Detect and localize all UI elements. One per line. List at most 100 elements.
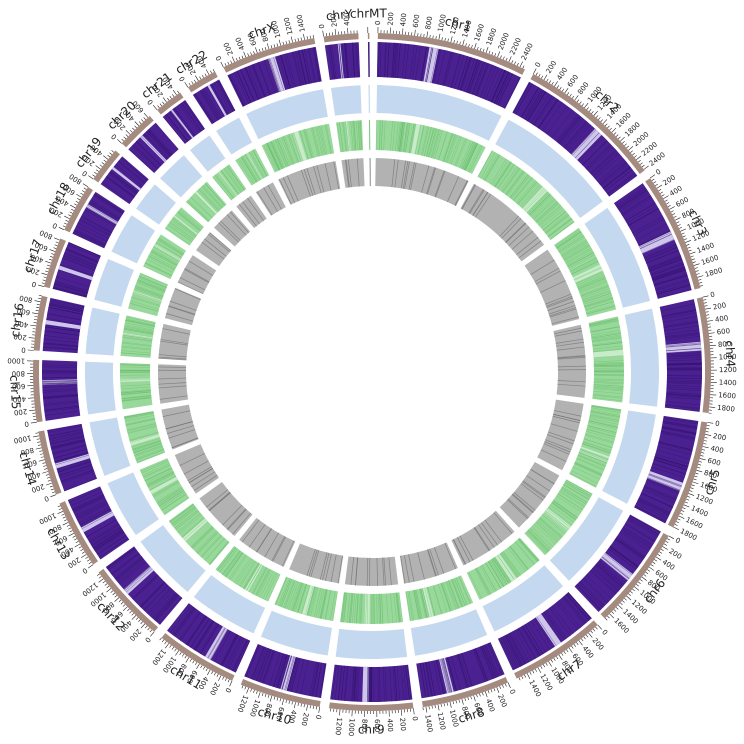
track4-mark [475,193,492,218]
tick-mark [551,81,554,85]
track4-mark [557,355,586,358]
tick-mark [682,235,686,238]
tick-mark [425,706,428,713]
track3-mark [569,473,597,488]
track1-mark [42,376,78,379]
track4-mark [333,161,340,190]
track3-mark [545,214,570,234]
track1-mark [60,470,94,483]
tick-label: 800 [20,446,35,457]
track1-mark [44,410,80,416]
track4-mark [545,296,573,307]
track1-mark [656,283,690,294]
track4-mark [183,460,209,475]
track1-mark [42,347,78,351]
track1-mark [235,640,251,673]
track3-mark [169,504,194,523]
tick-mark [479,47,482,51]
tick-label: 800 [576,81,590,97]
track3-mark [449,135,461,165]
tick-mark [484,691,488,698]
track3-mark [266,143,280,171]
tick-label: 200 [496,693,508,708]
track3-mark [570,470,599,484]
track1-mark [353,666,357,702]
tick-mark [125,130,131,135]
track1-mark [653,459,688,471]
track4-mark [184,268,210,284]
track4-mark [383,557,386,586]
track1-mark [377,42,379,78]
tick-mark [677,224,681,227]
track1-mark [57,461,92,473]
track1-mark [488,642,504,676]
track3-mark [144,468,173,482]
track1-mark [132,145,158,170]
track1-mark [608,174,637,196]
track3-mark [140,459,169,472]
track3-mark [593,378,624,380]
track1-mark [641,492,674,508]
track4-mark [557,355,586,359]
tick-label: 1600 [718,391,736,400]
track3-mark [505,170,524,195]
track1-mark [596,563,623,587]
track1-mark [275,653,286,688]
tick-mark [64,215,70,220]
track4-mark [556,341,584,347]
track3-mark [267,574,281,602]
track1-mark [58,464,93,477]
tick-mark [41,272,48,276]
track3-mark [167,224,193,243]
track3-mark [264,572,278,601]
track1-mark [652,269,686,282]
track1-mark [64,252,98,266]
track3-mark [558,235,585,253]
tick-label: 600 [675,196,691,209]
track1-mark [646,480,679,494]
track3-mark [592,342,623,347]
track3-mark [310,127,319,157]
tick-label: 2400 [520,42,535,62]
track3-mark [151,479,178,495]
tick-mark [696,469,703,473]
track1-mark [89,523,120,543]
track3-mark [306,586,315,616]
track1-mark [541,102,563,132]
track4-mark [337,555,343,584]
tick-label: 0 [534,61,543,69]
track3-mark [134,444,163,456]
track1-mark [42,381,78,383]
tick-mark [691,258,695,261]
track3-mark [214,175,234,199]
track1-mark [42,364,78,366]
track1-mark [338,43,343,79]
tick-mark [632,588,635,592]
track3-mark [565,481,592,497]
track1-mark [590,569,617,594]
track3-mark [565,479,593,495]
track4-mark [267,184,282,210]
track1-mark [95,532,125,552]
tick-mark [491,51,494,55]
track1-mark [165,114,188,142]
tick-mark [45,474,49,476]
tick-mark [42,471,49,474]
track3-mark [141,460,169,474]
track1-mark [42,382,78,385]
track1-mark [44,406,80,411]
tick-mark [604,617,608,621]
track3-mark [159,491,186,508]
track4-mark [201,241,225,260]
tick-mark [548,661,552,667]
track4-mark [271,536,286,562]
chromosome-label-chr16: chr16 [8,302,27,338]
track1-mark [661,426,697,434]
track1-mark [111,168,140,191]
track1-mark [63,254,97,268]
track1-mark [513,82,531,114]
track3-mark [255,568,270,596]
tick-mark [687,496,691,498]
track1-mark [151,591,176,619]
track1-mark [649,259,683,272]
